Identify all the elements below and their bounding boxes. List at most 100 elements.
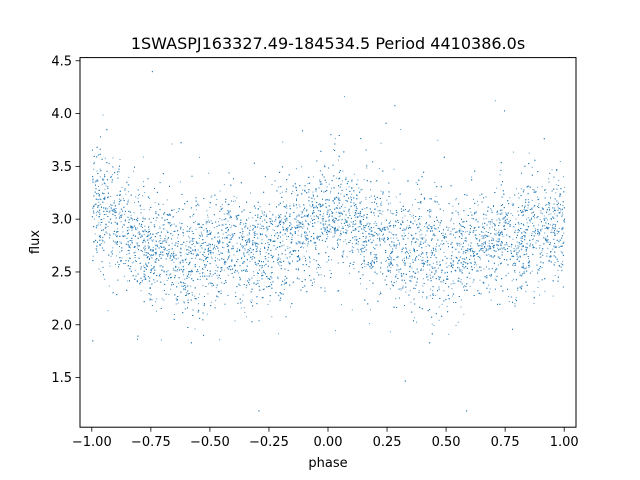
data-point (552, 225, 554, 227)
data-point (452, 280, 454, 282)
data-point (354, 209, 356, 211)
data-point (412, 237, 414, 239)
data-point (179, 222, 181, 224)
data-point (481, 237, 483, 239)
data-point (145, 248, 147, 250)
data-point (310, 206, 312, 208)
data-point (216, 270, 218, 272)
data-point (562, 227, 564, 229)
data-point (344, 206, 346, 208)
data-point (330, 231, 332, 233)
data-point (195, 257, 196, 259)
data-point (349, 272, 350, 274)
data-point (295, 218, 297, 220)
data-point (496, 244, 498, 246)
data-point (215, 264, 217, 266)
data-point (521, 246, 523, 248)
data-point (177, 243, 179, 244)
data-point (408, 257, 410, 259)
data-point (185, 253, 187, 255)
data-point (319, 179, 321, 181)
data-point (353, 247, 355, 249)
data-point (186, 241, 188, 242)
data-point (123, 224, 125, 226)
data-point (202, 285, 204, 287)
data-point (127, 199, 129, 201)
data-point (145, 241, 146, 243)
data-point (301, 213, 303, 215)
data-point (102, 114, 104, 116)
data-point (491, 237, 493, 239)
data-point (305, 210, 307, 212)
data-point (219, 218, 221, 220)
data-point (521, 266, 523, 268)
data-point (208, 247, 210, 249)
data-point (369, 196, 371, 198)
data-point (490, 276, 492, 278)
data-point (389, 225, 391, 227)
data-point (107, 310, 109, 312)
data-point (387, 237, 389, 239)
data-point (363, 226, 365, 228)
data-point (540, 256, 542, 258)
data-point (560, 263, 562, 265)
data-point (128, 226, 130, 228)
data-point (173, 223, 175, 225)
data-point (432, 275, 434, 277)
data-point (473, 199, 474, 200)
data-point (405, 228, 407, 230)
data-point (259, 227, 261, 229)
data-point (428, 214, 430, 216)
data-point (199, 251, 201, 253)
data-point (301, 166, 303, 168)
data-point (505, 212, 507, 214)
data-point (472, 281, 474, 283)
data-point (206, 210, 208, 212)
data-point (144, 251, 146, 253)
data-point (364, 266, 366, 268)
data-point (177, 302, 179, 304)
data-point (244, 244, 246, 246)
data-point (444, 256, 446, 257)
data-point (96, 249, 98, 251)
data-point (275, 233, 277, 235)
data-point (527, 199, 529, 201)
data-point (307, 183, 309, 184)
data-point (432, 262, 434, 264)
data-point (172, 255, 174, 257)
data-point (527, 207, 529, 209)
data-point (130, 247, 131, 249)
data-point (543, 225, 545, 227)
data-point (488, 274, 490, 276)
data-point (279, 216, 281, 218)
data-point (357, 179, 359, 181)
data-point (289, 222, 291, 224)
data-point (367, 222, 369, 224)
data-point (315, 260, 317, 262)
data-point (538, 203, 540, 205)
data-point (488, 235, 490, 237)
data-point (484, 246, 486, 248)
data-point (188, 276, 190, 278)
data-point (460, 271, 462, 273)
data-point (425, 254, 427, 256)
data-point (331, 187, 332, 189)
data-point (421, 251, 423, 253)
data-point (525, 281, 527, 283)
data-point (100, 219, 102, 221)
data-point (132, 219, 133, 221)
data-point (112, 247, 114, 249)
data-point (303, 255, 305, 257)
data-point (390, 220, 391, 222)
data-point (242, 300, 243, 302)
data-point (129, 219, 131, 221)
data-point (180, 255, 182, 257)
data-point (507, 272, 509, 274)
data-point (275, 225, 277, 227)
data-point (226, 235, 228, 237)
data-point (544, 290, 546, 292)
data-point (348, 225, 350, 227)
data-point (382, 210, 384, 212)
data-point (513, 248, 515, 249)
data-point (556, 170, 558, 172)
